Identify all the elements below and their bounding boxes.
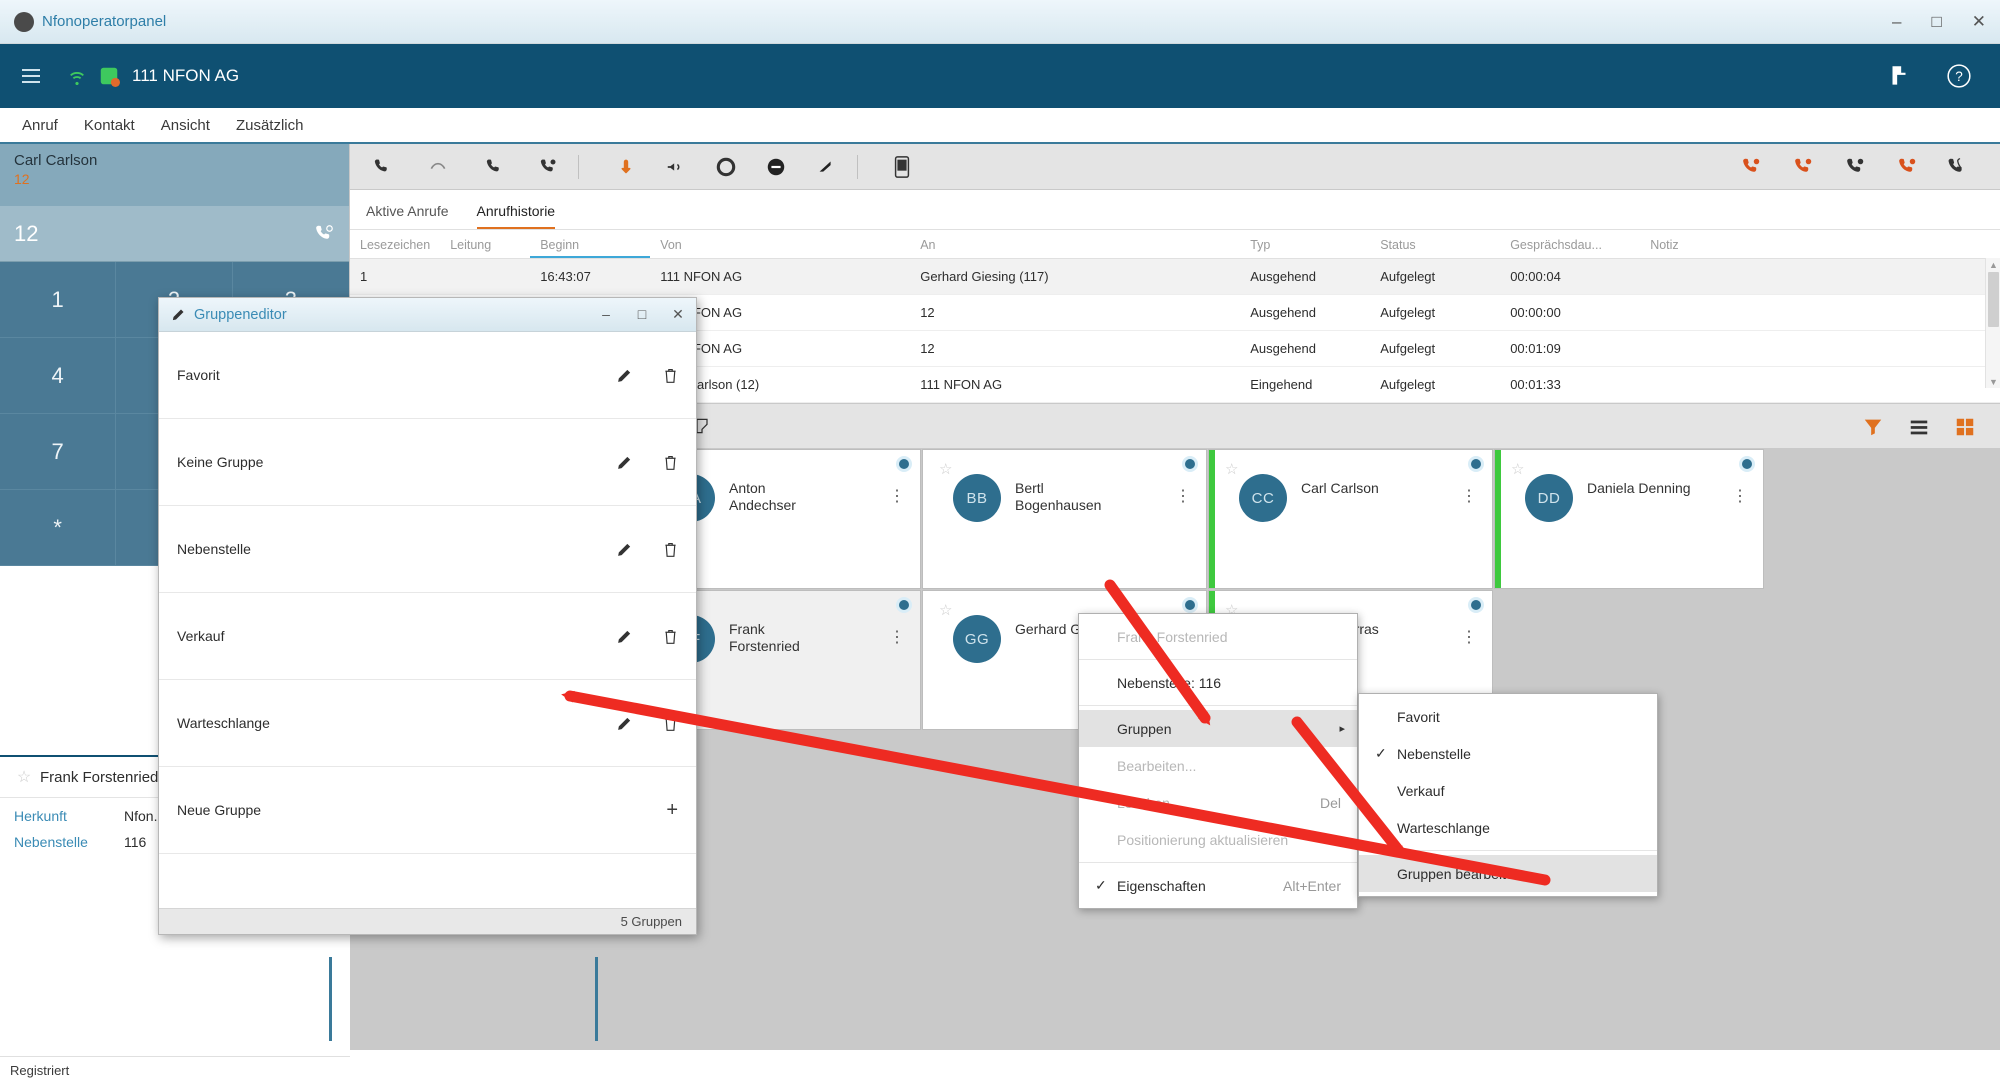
svg-text:?: ? bbox=[1955, 69, 1963, 84]
